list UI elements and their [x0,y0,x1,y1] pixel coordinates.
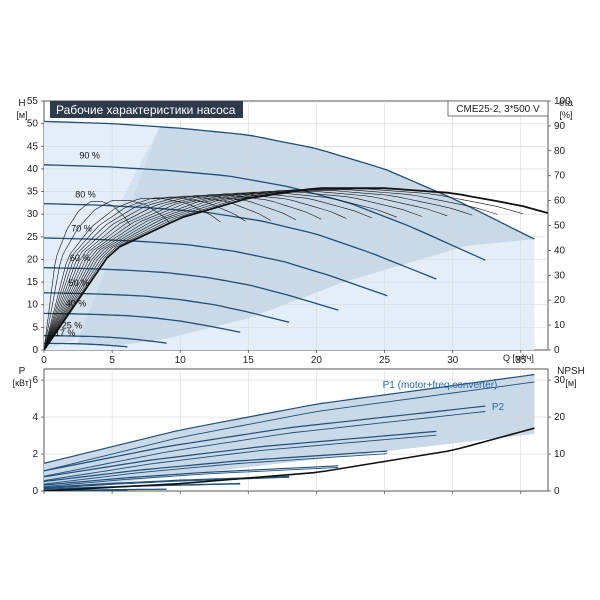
y-right-tick-label: 70 [554,171,566,182]
model-label: CME25-2, 3*500 V [456,104,540,115]
power-curve-p1-80 [44,430,437,478]
x-tick-label: 25 [379,355,391,366]
power-curve-p2-70 [44,453,388,485]
power-tick-label: 2 [32,449,38,460]
y-left-tick-label: 20 [27,254,39,265]
y-left-tick-label: 0 [32,345,38,356]
head-curve-90 [44,164,486,261]
y-left-tick-label: 10 [27,300,39,311]
npsh-tick-label: 10 [554,449,566,460]
speed-label-80: 80 % [75,189,96,199]
head-curve-17 [44,342,128,348]
y-left-axis-label: H [18,98,25,109]
y-left-tick-label: 5 [32,322,38,333]
x-tick-label: 20 [311,355,323,366]
power-axis-label: P [19,366,26,377]
speed-label-90: 90 % [79,151,100,161]
npsh-axis-label: NPSH [557,366,585,377]
y-right-tick-label: 40 [554,245,566,256]
legend-p2: P2 [492,402,505,413]
speed-label-25: 25 % [62,321,83,331]
chart-title: Рабочие характеристики насоса [56,103,236,117]
y-right-tick-label: 30 [554,270,566,281]
npsh-tick-label: 20 [554,412,566,423]
head-curve-60 [44,267,339,311]
efficiency-curve-70 [44,192,397,350]
npsh-curve [44,427,535,491]
speed-label-40: 40 % [66,299,87,309]
npsh-tick-label: 30 [554,375,566,386]
y-left-tick-label: 25 [27,232,39,243]
speed-label-70: 70 % [71,223,92,233]
efficiency-curve-60 [44,194,347,350]
y-right-axis-label: eta [559,98,573,109]
power-curve-p2-90 [44,411,486,477]
y-right-tick-label: 100 [554,96,571,107]
speed-label-17: 17 % [55,328,76,338]
head-curve-40 [44,312,241,333]
y-left-tick-label: 15 [27,277,39,288]
power-curve-p1-70 [44,450,388,483]
head-curve-25 [44,335,167,344]
power-axis-unit: [кВт] [13,378,32,388]
efficiency-curve-intermediate [44,198,221,350]
y-left-tick-label: 55 [27,96,39,107]
npsh-axis-unit: [м] [565,378,576,388]
head-efficiency-panel: 0510152025303540455055010203040506070809… [16,96,573,366]
power-curve-p2-60 [44,466,339,488]
npsh-tick-label: 0 [554,486,560,497]
head-curve-100 [44,120,535,240]
y-left-tick-label: 45 [27,141,39,152]
power-curve-p2-80 [44,434,437,482]
y-right-tick-label: 80 [554,146,566,157]
x-tick-label: 35 [515,355,527,366]
power-curve-p1-60 [44,465,339,486]
y-left-tick-label: 30 [27,209,39,220]
y-left-tick-label: 40 [27,164,39,175]
head-curve-50 [44,292,290,323]
efficiency-curve-intermediate [44,193,372,350]
model-label-box [447,100,549,117]
power-tick-label: 6 [32,375,38,386]
x-tick-label: 5 [109,355,115,366]
efficiency-curve-40 [44,197,246,350]
y-right-tick-label: 50 [554,221,566,232]
head-curve-70 [44,237,388,297]
x-tick-label: 10 [175,355,187,366]
speed-label-60: 60 % [70,253,91,263]
efficiency-curve-intermediate [44,191,423,350]
y-right-axis-unit: [%] [559,110,572,120]
x-tick-label: 0 [41,355,47,366]
y-left-tick-label: 35 [27,187,39,198]
power-tick-label: 0 [32,486,38,497]
y-right-tick-label: 90 [554,121,566,132]
legend-p1: P1 (motor+freq.converter) [383,380,498,391]
speed-label-50: 50 % [69,278,90,288]
power-curve-p2-100 [44,381,535,472]
efficiency-curve-intermediate [44,195,322,350]
power-curve-p1-100 [44,373,535,464]
power-curve-p1-90 [44,405,486,472]
efficiency-curve-50 [44,195,297,350]
power-tick-label: 4 [32,412,38,423]
y-right-tick-label: 10 [554,320,566,331]
y-right-tick-label: 0 [554,345,560,356]
efficiency-curve-25 [44,200,171,350]
y-left-axis-unit: [м] [16,110,27,120]
x-tick-label: 15 [243,355,255,366]
efficiency-curve-intermediate [44,196,271,350]
x-tick-label: 30 [447,355,459,366]
y-right-tick-label: 60 [554,196,566,207]
title-bar [50,101,243,118]
y-left-tick-label: 50 [27,119,39,130]
x-axis-label: Q [м³/ч] [503,353,534,363]
power-npsh-panel: 0 2 4 6 0 10 20 30 P [кВт] NPSH [м] P1 (motor+f… [13,366,585,497]
y-right-tick-label: 20 [554,295,566,306]
